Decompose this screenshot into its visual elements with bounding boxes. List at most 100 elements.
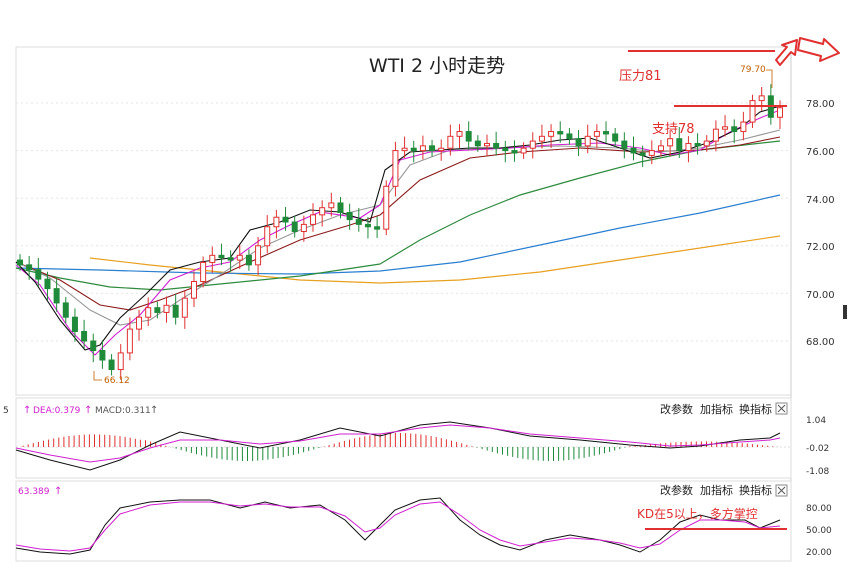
candle-body bbox=[630, 147, 637, 154]
candle-body bbox=[639, 152, 646, 156]
candle-body bbox=[593, 131, 600, 137]
candle-body bbox=[447, 135, 454, 149]
low-price-label: 66.12 bbox=[104, 376, 130, 386]
candle-body bbox=[483, 142, 490, 147]
macd-histogram bbox=[22, 433, 779, 461]
resistance-label: 压力81 bbox=[619, 69, 662, 84]
candle-body bbox=[612, 133, 619, 142]
candle-body bbox=[291, 221, 298, 233]
candle-body bbox=[355, 219, 362, 225]
candle-body bbox=[731, 126, 738, 133]
macd-legend-prefix: 5 bbox=[3, 406, 9, 416]
kd-legend-value: 63.389 bbox=[18, 487, 50, 497]
candle-body bbox=[584, 135, 591, 147]
candle-body bbox=[209, 254, 216, 263]
candle-body bbox=[163, 304, 170, 313]
price-tick: 68.00 bbox=[806, 337, 835, 348]
macd-value-label: MACD:0.311 bbox=[95, 406, 151, 416]
macd-close-button[interactable] bbox=[775, 402, 788, 415]
candle-body bbox=[777, 107, 783, 118]
price-tick: 76.00 bbox=[806, 147, 835, 158]
candle-body bbox=[538, 135, 545, 142]
candle-body bbox=[557, 131, 564, 135]
candle-body bbox=[722, 126, 729, 130]
candle-body bbox=[429, 145, 436, 152]
candle-body bbox=[758, 95, 765, 102]
candle-body bbox=[392, 150, 399, 187]
candle-body bbox=[328, 202, 335, 209]
candle-body bbox=[667, 138, 674, 147]
chart-title: WTI 2 小时走势 bbox=[369, 55, 505, 77]
candle-body bbox=[337, 202, 344, 213]
candle-body bbox=[566, 133, 573, 140]
candle-body bbox=[703, 140, 710, 147]
candle-body bbox=[136, 316, 143, 330]
candle-body bbox=[502, 147, 509, 152]
candle-body bbox=[676, 138, 683, 152]
candle-body bbox=[236, 254, 243, 261]
candle-body bbox=[410, 147, 417, 152]
candle-body bbox=[520, 147, 527, 154]
support-label: 支持78 bbox=[652, 122, 695, 137]
candle-body bbox=[493, 142, 500, 149]
candle-body bbox=[90, 340, 97, 352]
candle-body bbox=[310, 214, 317, 225]
kd-tick: 80.00 bbox=[806, 504, 832, 514]
kd-add-indicator-button[interactable]: 加指标 bbox=[700, 483, 733, 497]
macd-tick: 1.04 bbox=[806, 416, 826, 426]
candle-body bbox=[218, 254, 225, 259]
candle-body bbox=[374, 226, 381, 230]
macd-legend-arrow-2: ↑ bbox=[84, 405, 92, 416]
macd-add-indicator-button[interactable]: 加指标 bbox=[700, 402, 733, 416]
kd-tick: 50.00 bbox=[806, 526, 832, 536]
macd-dea-line bbox=[15, 424, 781, 463]
candle-body bbox=[273, 216, 280, 228]
candle-body bbox=[740, 121, 747, 133]
macd-change-params-button[interactable]: 改参数 bbox=[660, 402, 693, 416]
candle-body bbox=[419, 145, 426, 152]
ma-blue-line bbox=[15, 194, 781, 275]
candle-body bbox=[712, 128, 719, 142]
kd-close-button[interactable] bbox=[775, 484, 788, 497]
high-pointer bbox=[766, 69, 773, 88]
main-chart-frame bbox=[15, 46, 792, 396]
candle-body bbox=[172, 304, 179, 318]
candle-body bbox=[548, 131, 555, 137]
kd-switch-indicator-button[interactable]: 换指标 bbox=[739, 483, 772, 497]
macd-panel-frame bbox=[15, 397, 792, 479]
low-pointer bbox=[93, 371, 102, 381]
candle-body bbox=[245, 254, 252, 266]
candle-body bbox=[456, 131, 463, 137]
kd-legend-arrow: ↑ bbox=[54, 486, 62, 497]
macd-switch-indicator-button[interactable]: 换指标 bbox=[739, 402, 772, 416]
ma-black-line bbox=[15, 105, 781, 351]
macd-tick: -1.08 bbox=[806, 467, 830, 477]
candle-body bbox=[319, 207, 326, 216]
candle-body bbox=[529, 140, 536, 149]
candle-body bbox=[401, 147, 408, 152]
candle-body bbox=[694, 142, 701, 147]
macd-tick: -0.02 bbox=[806, 444, 829, 454]
price-tick: 74.00 bbox=[806, 195, 835, 206]
kd-tick: 20.00 bbox=[806, 548, 832, 558]
candle-body bbox=[603, 131, 610, 135]
candle-body bbox=[44, 278, 51, 290]
kd-note-label: KD在5以上，多方掌控 bbox=[637, 506, 758, 521]
candle-body bbox=[749, 100, 756, 123]
candle-body bbox=[227, 257, 234, 261]
candle-body bbox=[117, 352, 124, 371]
chart-scroll-handle[interactable] bbox=[843, 305, 847, 319]
candle-body bbox=[383, 185, 390, 230]
candle-body bbox=[264, 226, 271, 247]
candle-body bbox=[200, 261, 207, 282]
candle-body bbox=[474, 140, 481, 147]
candle-body bbox=[81, 330, 88, 342]
candle-body bbox=[17, 259, 23, 266]
candle-body bbox=[181, 297, 188, 318]
kd-change-params-button[interactable]: 改参数 bbox=[660, 483, 693, 497]
kd-panel-frame bbox=[15, 480, 792, 562]
candle-body bbox=[154, 307, 161, 313]
candle-body bbox=[511, 150, 518, 154]
